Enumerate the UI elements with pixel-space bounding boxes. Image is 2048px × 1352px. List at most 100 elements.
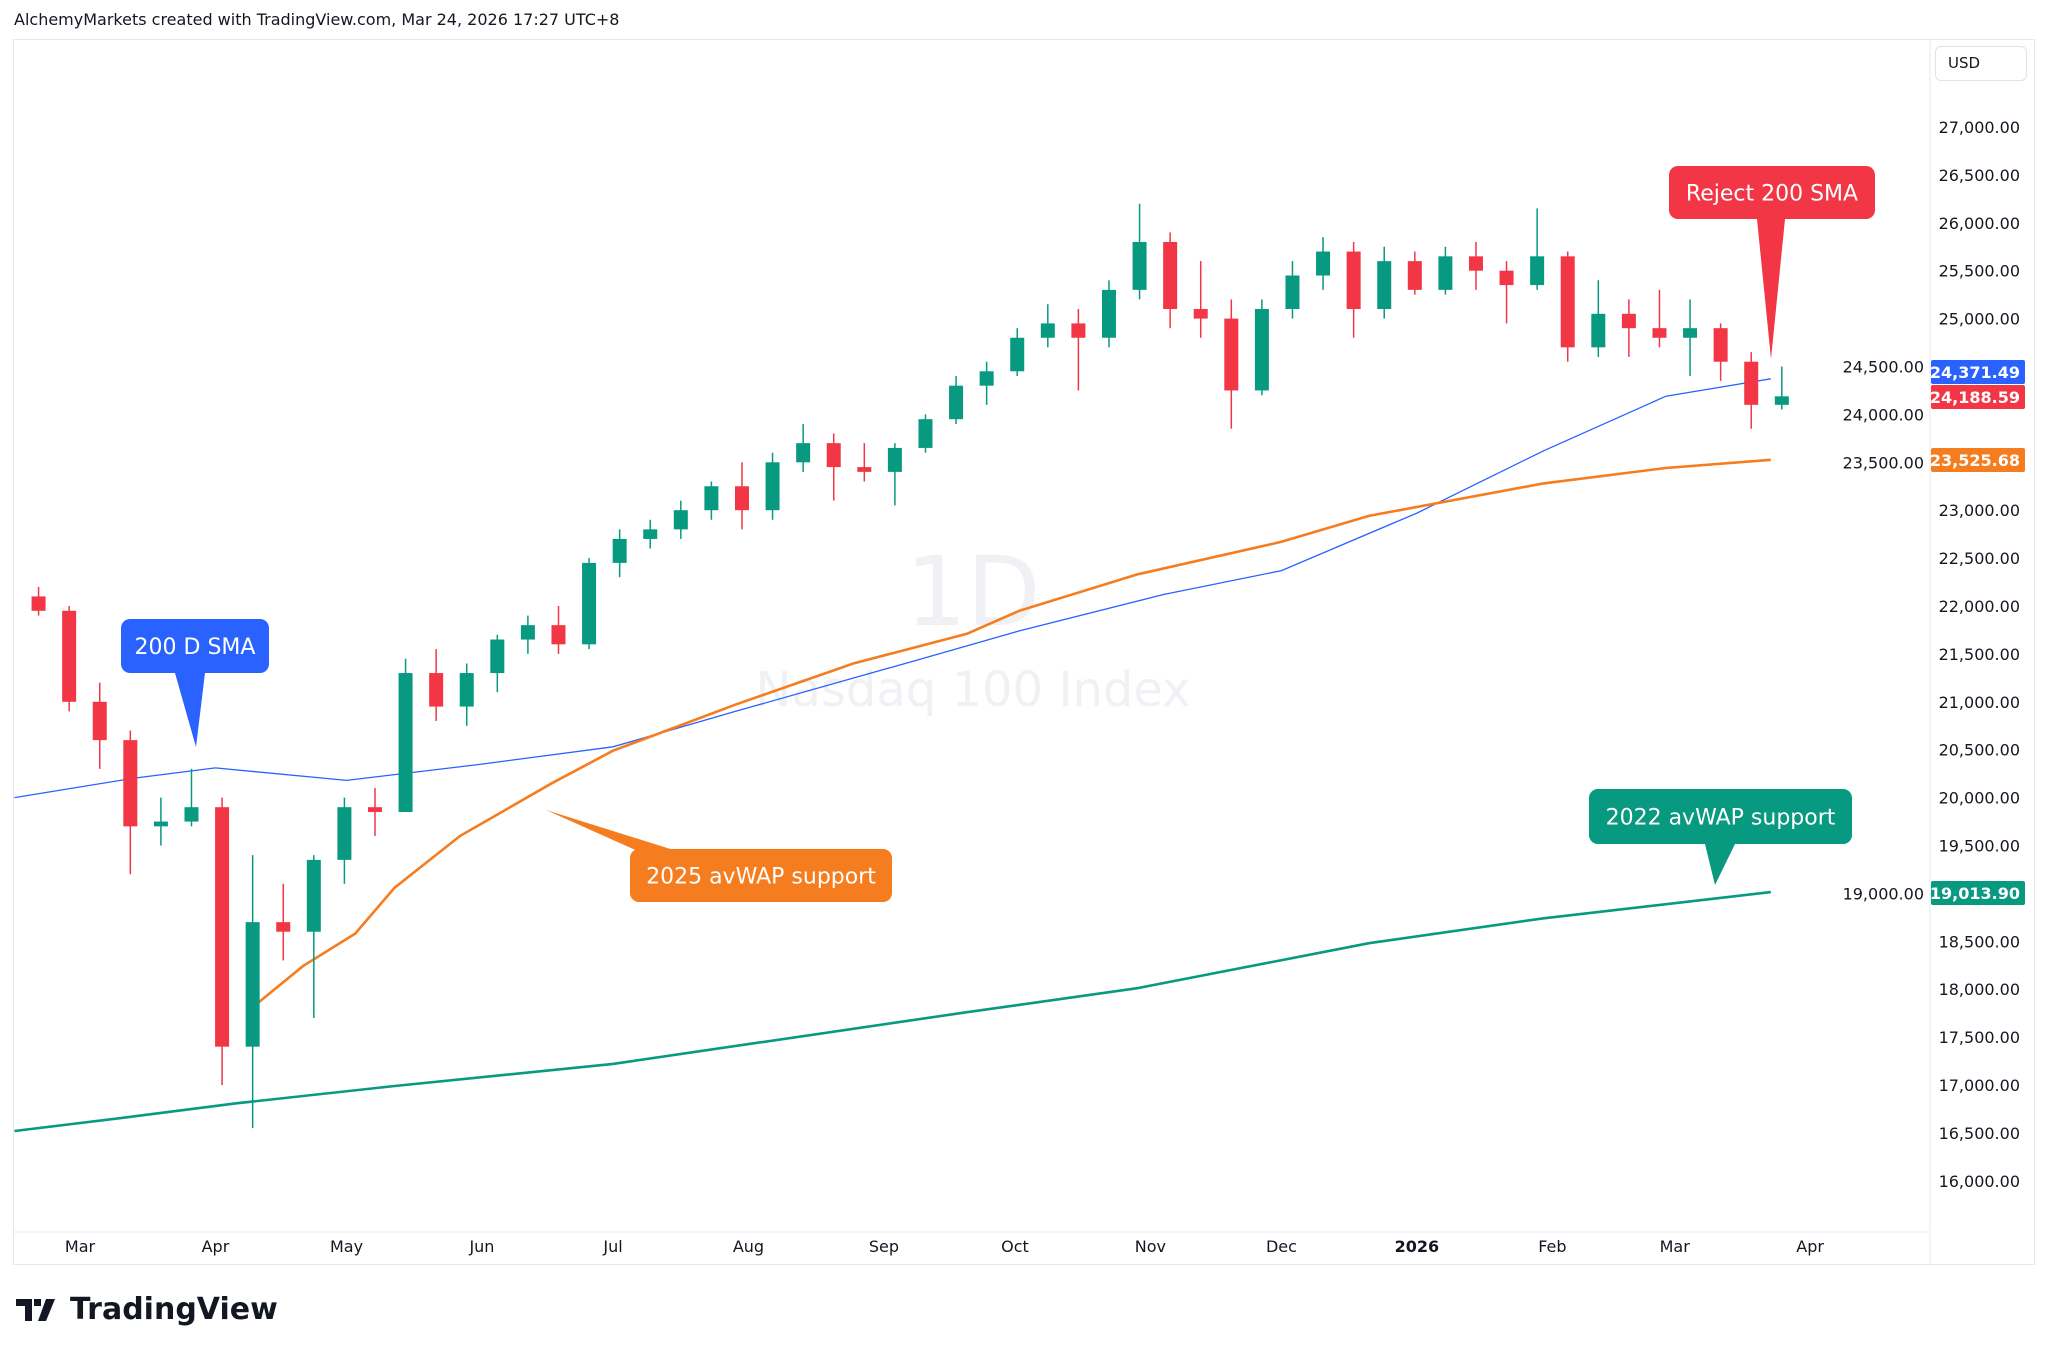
candle-body [1254,309,1269,391]
candle [979,361,994,405]
series-line-200-d-sma [14,378,1771,799]
candle [949,376,964,424]
candle-body [1468,256,1483,271]
avwap2022-callout: 2022 avWAP support [1589,789,1852,885]
candle [887,443,902,506]
y-tick-label: 26,500.00 [1939,166,2020,185]
candle-body [1377,261,1392,310]
avwap2025-price-tag [1931,448,2025,472]
candle [276,883,291,961]
candle [918,414,933,453]
candle [1560,251,1575,362]
candle [734,462,749,530]
x-tick-label: 2026 [1395,1237,1440,1256]
candle [612,529,627,578]
candle-body [1530,256,1545,286]
sma-callout-pointer [175,673,205,747]
sma-price-tag-label: 24,371.49 [1930,363,2020,382]
candle-body [92,701,107,741]
avwap2025-callout: 2025 avWAP support [546,810,892,902]
candle-body [1744,361,1759,405]
candle [765,452,780,520]
candle [704,481,719,520]
chart-attribution: AlchemyMarkets created with TradingView.… [14,10,620,29]
candle-body [673,510,688,530]
watermark-interval: 1D [906,536,1041,648]
candle [1774,366,1789,410]
candle-body [1407,261,1422,290]
candle [153,797,168,846]
sma-price-tag [1931,360,2025,384]
avwap2022-callout-box [1589,789,1852,844]
candle-body [1438,256,1453,290]
y-tick-label: 18,000.00 [1939,980,2020,999]
candle-body [612,538,627,563]
candle-body [215,807,230,1047]
y-tick-label: 17,000.00 [1939,1076,2020,1095]
candle-body [1224,318,1239,391]
candle [1438,246,1453,295]
y-tick-label: 16,000.00 [1939,1172,2020,1191]
y-tick-label: 27,000.00 [1939,118,2020,137]
candle-body [459,673,474,707]
y-tick-label: 20,000.00 [1939,789,2020,808]
candle [306,855,321,1018]
avwap2025-callout-pointer [546,810,680,852]
candle [1040,304,1055,348]
candle-body [31,596,46,611]
candle-body [1132,241,1147,290]
candle [1744,352,1759,429]
x-tick-label: Feb [1538,1237,1566,1256]
candle-body [765,462,780,511]
x-tick-label: Aug [733,1237,764,1256]
y-tick-label: 25,500.00 [1939,262,2020,281]
candle [796,423,811,472]
candle [92,682,107,769]
x-tick-label: Jul [602,1237,622,1256]
candle [1163,232,1178,329]
candle-body [1560,256,1575,348]
currency-button[interactable]: USD [1935,46,2027,81]
candle-body [184,807,199,822]
candle [1621,299,1636,357]
candle [1010,328,1025,377]
candle-body [1774,396,1789,405]
candle-body [367,807,382,812]
candle [826,433,841,501]
candle-body [1713,328,1728,362]
reject-sma-callout-label: Reject 200 SMA [1686,182,1858,207]
candle [245,855,260,1129]
candle [429,649,444,721]
candle [1713,323,1728,381]
candle [398,658,413,812]
x-tick-label: Apr [1796,1237,1824,1256]
candle-body [429,673,444,707]
candle-body [734,486,749,511]
candle-body [1040,323,1055,338]
y-tick-label: 17,500.00 [1939,1028,2020,1047]
candle-body [582,562,597,645]
candle-body [337,807,352,860]
candle [1101,280,1116,348]
tradingview-logo[interactable]: TradingView [16,1292,278,1327]
y-tick-label: 18,500.00 [1939,932,2020,951]
sma-callout-box [121,619,269,673]
candle [490,634,505,693]
candle [1285,261,1300,319]
x-tick-label: May [330,1237,363,1256]
candle-body [245,922,260,1047]
candle-body [796,443,811,463]
last-price-tag [1931,385,2025,409]
candle [31,586,46,616]
candle [1132,203,1147,300]
candle-body [123,740,138,827]
candle [1254,299,1269,396]
y-tick-label: 21,500.00 [1939,645,2020,664]
reject-sma-callout-pointer [1757,219,1785,359]
candle-body [1499,270,1514,286]
tradingview-logo-icon [16,1298,55,1321]
avwap2025-price-tag-label: 23,525.68 [1930,451,2020,470]
candle [520,615,535,654]
x-tick-label: Dec [1266,1237,1297,1256]
